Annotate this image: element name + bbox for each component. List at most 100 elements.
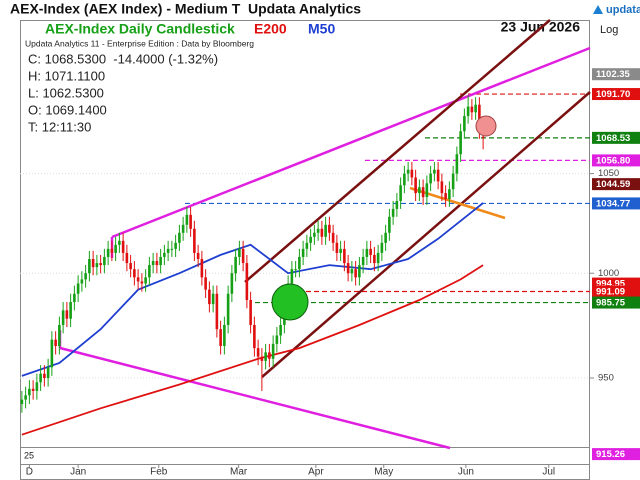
level-box bbox=[592, 154, 640, 167]
candle-body bbox=[343, 248, 346, 264]
candle-body bbox=[215, 293, 219, 330]
candle-body bbox=[148, 265, 151, 278]
candle-body bbox=[290, 269, 294, 284]
candle-body bbox=[91, 258, 95, 268]
candle-body bbox=[204, 277, 207, 290]
lower-panel-label: 25 bbox=[24, 450, 34, 460]
candle-body bbox=[350, 269, 354, 274]
candle-body bbox=[384, 232, 387, 243]
candle-body bbox=[264, 352, 267, 361]
candle-body bbox=[339, 248, 342, 253]
level-lines bbox=[185, 93, 590, 304]
candle-body bbox=[136, 277, 140, 282]
candle-body bbox=[114, 244, 117, 253]
level-box bbox=[592, 88, 640, 101]
candle-body bbox=[103, 256, 106, 266]
candle-body bbox=[88, 258, 91, 274]
candle-body bbox=[268, 352, 271, 359]
candle-body bbox=[31, 388, 35, 391]
info-line: T: 12:11:30 bbox=[28, 119, 91, 134]
candle-body bbox=[54, 339, 57, 347]
candle-body bbox=[470, 106, 474, 113]
level-label: 1102.35 bbox=[596, 69, 631, 80]
candle-body bbox=[320, 228, 324, 237]
level-label: 915.26 bbox=[596, 449, 625, 460]
candle-body bbox=[95, 263, 99, 268]
highlight-circle bbox=[475, 115, 497, 137]
candle-body bbox=[380, 242, 384, 253]
info-line: O: 1069.1400 bbox=[28, 102, 107, 117]
level-label: 1091.70 bbox=[596, 89, 630, 100]
candle-body bbox=[418, 187, 421, 194]
candle-body bbox=[455, 154, 459, 174]
info-line: C: 1068.5300 -14.4000 (-1.32%) bbox=[28, 51, 218, 66]
candle-body bbox=[106, 248, 110, 257]
level-label: 991.09 bbox=[596, 287, 625, 298]
candle-body bbox=[69, 302, 72, 319]
candle-body bbox=[253, 324, 256, 349]
candle-body bbox=[118, 240, 121, 245]
highlight-circle bbox=[271, 283, 309, 321]
candle-body bbox=[406, 169, 410, 174]
candle-body bbox=[365, 248, 369, 257]
candle-body bbox=[226, 293, 230, 325]
info-panel: C: 1068.5300 -14.4000 (-1.32%) H: 1071.11… bbox=[28, 51, 218, 134]
candle-body bbox=[133, 269, 136, 278]
candle-body bbox=[200, 258, 204, 278]
candle-body bbox=[271, 343, 275, 359]
x-tick-label: Jul bbox=[542, 467, 555, 478]
candle-body bbox=[43, 373, 46, 379]
candle-body bbox=[313, 232, 316, 237]
candle-body bbox=[181, 224, 185, 233]
candle-body bbox=[58, 324, 61, 347]
candle-body bbox=[414, 177, 417, 194]
candle-body bbox=[376, 252, 380, 264]
candle-body bbox=[275, 335, 279, 344]
candle-body bbox=[28, 388, 31, 396]
candle-body bbox=[20, 399, 24, 404]
x-tick-label: Apr bbox=[308, 467, 324, 478]
level-label: 1034.77 bbox=[596, 198, 630, 209]
candle-body bbox=[451, 173, 455, 190]
candle-body bbox=[238, 248, 241, 257]
candle-body bbox=[448, 189, 451, 200]
chart-title: AEX-Index (AEX Index) - Medium T Updata … bbox=[10, 1, 361, 17]
scale-label: Log bbox=[600, 24, 618, 36]
candle-body bbox=[211, 293, 215, 305]
trend-line bbox=[111, 46, 591, 239]
candle-body bbox=[403, 173, 406, 186]
level-label: 1056.80 bbox=[596, 155, 630, 166]
candle-body bbox=[35, 382, 39, 391]
candle-body bbox=[189, 214, 192, 229]
ma-line bbox=[21, 264, 484, 436]
level-label: 994.95 bbox=[596, 279, 626, 290]
candle-body bbox=[61, 310, 65, 325]
candle-body bbox=[223, 324, 226, 347]
brand: updata bbox=[606, 4, 640, 16]
info-line: H: 1071.1100 bbox=[28, 68, 105, 83]
channel-line bbox=[261, 91, 591, 378]
candle-body bbox=[260, 356, 264, 361]
candle-body bbox=[346, 263, 350, 274]
candle-body bbox=[241, 248, 245, 264]
y-tick-label: 1050 bbox=[598, 168, 619, 179]
trend-line bbox=[59, 346, 451, 450]
x-tick-label: Jan bbox=[70, 467, 86, 478]
candle-body bbox=[463, 116, 466, 132]
level-box bbox=[592, 197, 640, 210]
candle-body bbox=[174, 242, 177, 249]
candle-body bbox=[328, 224, 331, 233]
candle-body bbox=[410, 169, 414, 178]
candle-body bbox=[354, 269, 357, 278]
source: Updata Analytics 11 - Enterprise Edition… bbox=[25, 38, 254, 48]
level-box bbox=[592, 448, 640, 461]
candle-body bbox=[219, 329, 222, 347]
level-box bbox=[592, 178, 640, 191]
candle-body bbox=[433, 169, 436, 174]
candle-body bbox=[144, 277, 147, 284]
candle-body bbox=[301, 248, 305, 257]
candle-body bbox=[298, 256, 301, 270]
x-tick-label: Feb bbox=[150, 467, 168, 478]
